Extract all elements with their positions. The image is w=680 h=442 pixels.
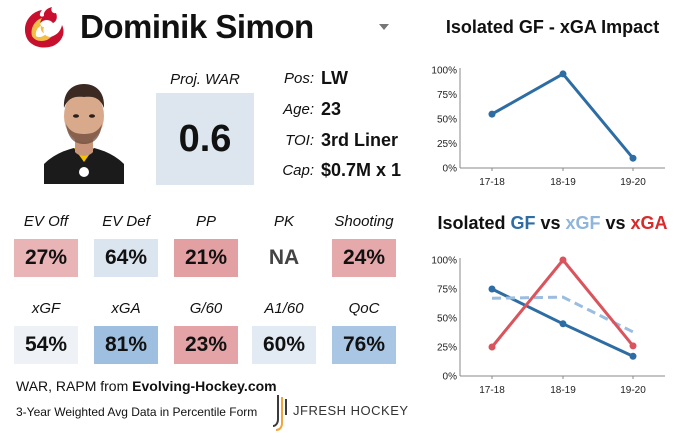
info-value: 23 bbox=[321, 98, 342, 119]
data-point bbox=[488, 343, 496, 351]
jfresh-logo-icon bbox=[272, 395, 287, 431]
metric-label: EV Def bbox=[102, 213, 150, 230]
y-tick-label: 100% bbox=[431, 66, 457, 77]
title-part-xga: xGA bbox=[630, 213, 668, 233]
chart-2-title: Isolated GF vs xGF vs xGA bbox=[420, 213, 680, 234]
metric-value: 24% bbox=[332, 239, 396, 277]
y-tick-label: 0% bbox=[443, 164, 458, 175]
title-part-xgf: xGF bbox=[565, 213, 601, 233]
metric-value: 76% bbox=[332, 326, 396, 364]
metric-g60: G/60 23% bbox=[174, 300, 238, 364]
metric-label: PK bbox=[273, 213, 294, 230]
info-key: Pos: bbox=[283, 69, 314, 87]
metric-shooting: Shooting 24% bbox=[332, 213, 396, 277]
title-part-gf: GF bbox=[510, 213, 536, 233]
info-key: TOI: bbox=[285, 131, 314, 149]
metric-label: xGF bbox=[31, 300, 61, 317]
title-part: Isolated bbox=[437, 213, 511, 233]
info-key: Cap: bbox=[282, 161, 314, 179]
metric-value: 54% bbox=[14, 326, 78, 364]
info-value: $0.7M x 1 bbox=[321, 159, 402, 180]
source-credit: WAR, RAPM from Evolving-Hockey.com bbox=[16, 378, 277, 394]
series-line-xga bbox=[490, 258, 635, 348]
data-point bbox=[559, 256, 567, 264]
chart-1-title: Isolated GF - xGA Impact bbox=[445, 17, 660, 37]
metric-value: 81% bbox=[94, 326, 158, 364]
info-key: Age: bbox=[283, 100, 314, 118]
y-tick-label: 25% bbox=[437, 343, 457, 354]
data-point bbox=[629, 352, 637, 360]
metric-label: xGA bbox=[111, 300, 141, 317]
y-tick-label: 25% bbox=[437, 139, 457, 150]
info-row-age: Age: 23 bbox=[270, 96, 410, 122]
player-name: Dominik Simon bbox=[80, 8, 314, 45]
proj-war-label: Proj. WAR bbox=[170, 71, 240, 88]
metric-pk: PK NA bbox=[252, 213, 316, 277]
dropdown-caret-icon[interactable] bbox=[379, 24, 389, 30]
title-part: vs bbox=[600, 213, 631, 233]
data-note: 3-Year Weighted Avg Data in Percentile F… bbox=[16, 405, 258, 419]
metric-value: NA bbox=[252, 239, 316, 277]
brand-name: JFRESH HOCKEY bbox=[293, 403, 409, 418]
data-point bbox=[559, 70, 567, 78]
data-point bbox=[488, 110, 496, 118]
x-tick-label: 17-18 bbox=[479, 385, 505, 396]
info-row-cap: Cap: $0.7M x 1 bbox=[270, 157, 410, 183]
data-point bbox=[559, 320, 567, 328]
y-tick-label: 50% bbox=[437, 115, 457, 126]
metric-label: G/60 bbox=[189, 300, 223, 317]
data-point bbox=[629, 342, 637, 350]
metric-label: PP bbox=[195, 213, 216, 230]
y-tick-label: 100% bbox=[431, 256, 457, 267]
y-tick-label: 75% bbox=[437, 285, 457, 296]
info-value: LW bbox=[321, 67, 348, 88]
source-link[interactable]: Evolving-Hockey.com bbox=[132, 378, 277, 394]
x-tick-label: 17-18 bbox=[479, 177, 505, 188]
metric-pp: PP 21% bbox=[174, 213, 238, 277]
y-tick-label: 0% bbox=[443, 372, 458, 383]
y-tick-label: 50% bbox=[437, 314, 457, 325]
x-tick-label: 19-20 bbox=[620, 385, 646, 396]
x-tick-label: 19-20 bbox=[620, 177, 646, 188]
metric-xga: xGA 81% bbox=[94, 300, 158, 364]
player-headshot-image bbox=[44, 84, 124, 184]
metric-value: 27% bbox=[14, 239, 78, 277]
metric-xgf: xGF 54% bbox=[14, 300, 78, 364]
metric-a160: A1/60 60% bbox=[252, 300, 316, 364]
data-point bbox=[488, 285, 496, 293]
metric-value: 60% bbox=[252, 326, 316, 364]
metric-ev-def: EV Def 64% bbox=[94, 213, 158, 277]
metric-label: Shooting bbox=[334, 213, 394, 230]
metric-label: EV Off bbox=[23, 213, 69, 230]
metric-qoc: QoC 76% bbox=[332, 300, 396, 364]
x-tick-label: 18-19 bbox=[550, 385, 576, 396]
x-tick-label: 18-19 bbox=[550, 177, 576, 188]
source-prefix: WAR, RAPM from bbox=[16, 378, 133, 394]
data-point bbox=[629, 154, 637, 162]
flaming-c-logo-icon bbox=[24, 7, 64, 48]
metric-label: QoC bbox=[348, 300, 380, 317]
metric-ev-off: EV Off 27% bbox=[14, 213, 78, 277]
y-tick-label: 75% bbox=[437, 90, 457, 101]
series-line-xgf bbox=[491, 295, 634, 334]
metric-value: 64% bbox=[94, 239, 158, 277]
metric-value: 21% bbox=[174, 239, 238, 277]
info-row-position: Pos: LW bbox=[270, 65, 410, 91]
metric-label: A1/60 bbox=[264, 300, 304, 317]
info-row-toi: TOI: 3rd Liner bbox=[270, 127, 410, 153]
metric-value: 23% bbox=[174, 326, 238, 364]
info-value: 3rd Liner bbox=[321, 129, 399, 150]
proj-war-value: 0.6 bbox=[156, 93, 254, 185]
title-part: vs bbox=[535, 213, 566, 233]
